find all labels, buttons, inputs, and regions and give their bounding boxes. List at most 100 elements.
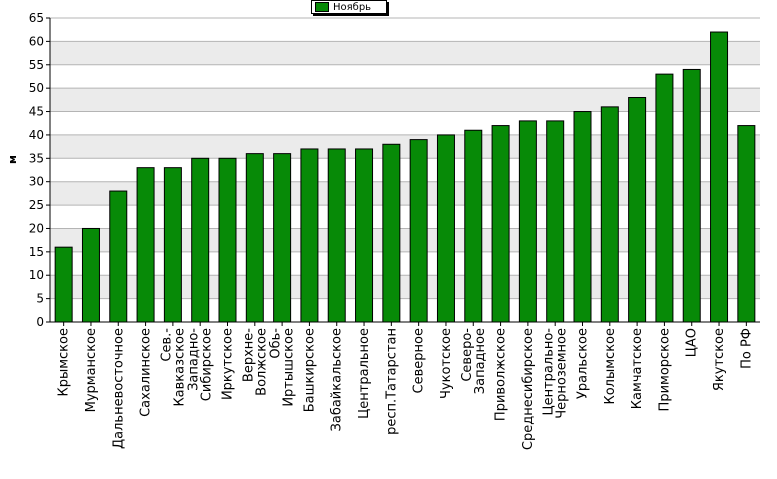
- x-tick-label-line: Приморское: [657, 328, 672, 411]
- x-tick-label-line: Верхне-: [241, 328, 256, 382]
- x-tick-label-line: Обь-: [269, 328, 284, 359]
- y-tick-label: 10: [29, 268, 44, 282]
- x-tick-label: Якутское: [712, 328, 727, 391]
- x-tick-label: Западно-Сибирское: [187, 328, 215, 402]
- bar: [300, 148, 319, 323]
- bar: [191, 157, 210, 323]
- grid-band: [50, 275, 760, 299]
- bar: [218, 157, 237, 323]
- x-tick-label-line: Западное: [473, 328, 488, 394]
- grid-band: [50, 134, 760, 159]
- bar: [245, 153, 264, 323]
- y-tick-label: 55: [29, 58, 44, 72]
- legend-swatch: [315, 2, 329, 12]
- x-tick-label: Дальневосточное: [111, 328, 126, 449]
- bar: [436, 134, 455, 323]
- y-tick-label: 25: [29, 198, 44, 212]
- x-tick-label-line: Дальневосточное: [111, 328, 126, 449]
- x-tick-label-line: Черноземное: [555, 328, 570, 419]
- x-tick-label: Колымское: [603, 328, 618, 405]
- bar: [409, 139, 428, 323]
- x-tick-label: Мурманское: [84, 328, 99, 412]
- bar: [600, 106, 619, 323]
- bar: [573, 111, 592, 323]
- bar: [737, 125, 756, 323]
- grid-band: [50, 41, 760, 65]
- y-axis-label: м: [6, 155, 19, 164]
- x-tick-label: Центрально-Черноземное: [542, 328, 570, 419]
- bar: [54, 246, 73, 323]
- y-tick-label: 15: [29, 245, 44, 259]
- x-tick-label: респ.Татарстан: [384, 328, 399, 435]
- x-tick-label-line: Мурманское: [84, 328, 99, 412]
- grid-band: [50, 228, 760, 252]
- y-tick-label: 0: [36, 315, 44, 329]
- x-tick-label: Крымское: [57, 328, 72, 397]
- bar: [518, 120, 537, 323]
- x-tick-label-line: Сев.-: [159, 328, 174, 362]
- bar: [327, 148, 346, 323]
- x-tick-label-line: Крымское: [57, 328, 72, 397]
- x-tick-label-line: По РФ: [739, 328, 754, 369]
- x-tick-label: Приморское: [657, 328, 672, 411]
- x-tick-label-line: Волжское: [254, 328, 269, 396]
- y-tick-label: 45: [29, 105, 44, 119]
- x-tick-label-line: ЦАО: [685, 328, 700, 357]
- grid-band: [50, 88, 760, 112]
- x-tick-label-line: Сибирское: [200, 328, 215, 401]
- x-tick-label-line: Центрально-: [542, 328, 557, 416]
- x-tick-label-line: Забайкальское: [330, 328, 345, 431]
- x-tick-label-line: Приволжское: [494, 328, 509, 421]
- x-tick-label: По РФ: [739, 328, 754, 369]
- bar: [682, 68, 701, 323]
- x-tick-label-line: Иртышское: [282, 328, 297, 407]
- bar: [628, 97, 647, 323]
- x-tick-label: Сев.-Кавказское: [159, 328, 187, 407]
- bar: [81, 227, 100, 323]
- grid-band: [50, 181, 760, 206]
- x-tick-label: Иркутское: [221, 328, 236, 400]
- x-tick-label-line: Иркутское: [221, 328, 236, 400]
- y-tick-label: 50: [29, 81, 44, 95]
- x-tick-label-line: Западно-: [187, 328, 202, 391]
- y-tick-label: 5: [36, 292, 44, 306]
- y-tick-label: 40: [29, 128, 44, 142]
- y-tick-label: 30: [29, 175, 44, 189]
- bar: [109, 190, 128, 323]
- x-tick-label-line: Сахалинское: [139, 328, 154, 417]
- y-tick-label: 20: [29, 221, 44, 235]
- x-tick-label: Среднесибирское: [521, 328, 536, 450]
- bar: [273, 153, 292, 323]
- x-tick-label-line: Уральское: [576, 328, 591, 399]
- x-tick-label: Северо-Западное: [460, 328, 488, 395]
- x-tick-label: Северное: [412, 328, 427, 393]
- bar: [136, 167, 155, 323]
- x-tick-label-line: Северное: [412, 328, 427, 393]
- x-tick-label: ЦАО: [685, 328, 700, 357]
- bar: [382, 143, 401, 323]
- x-tick-label: Башкирское: [302, 328, 317, 412]
- x-tick-label: Уральское: [576, 328, 591, 399]
- bar: [355, 148, 374, 323]
- x-tick-label: Забайкальское: [330, 328, 345, 431]
- x-tick-label-line: Якутское: [712, 328, 727, 391]
- x-tick-label-line: респ.Татарстан: [384, 328, 399, 435]
- x-tick-label-line: Чукотское: [439, 328, 454, 399]
- bar: [655, 73, 674, 323]
- y-tick-label: 60: [29, 34, 44, 48]
- x-tick-label-line: Башкирское: [302, 328, 317, 412]
- x-tick-label: Верхне-Волжское: [241, 328, 269, 396]
- x-tick-label-line: Колымское: [603, 328, 618, 405]
- x-tick-label-line: Среднесибирское: [521, 328, 536, 450]
- x-tick-label: Приволжское: [494, 328, 509, 421]
- x-tick-label: Сахалинское: [139, 328, 154, 417]
- x-tick-label: Камчатское: [630, 328, 645, 409]
- bar: [546, 120, 565, 323]
- bar: [491, 125, 510, 323]
- x-tick-label: Центральное: [357, 328, 372, 419]
- bar: [464, 129, 483, 323]
- x-tick-label: Обь-Иртышское: [269, 328, 297, 407]
- x-tick-label-line: Камчатское: [630, 328, 645, 409]
- y-tick-label: 65: [29, 11, 44, 25]
